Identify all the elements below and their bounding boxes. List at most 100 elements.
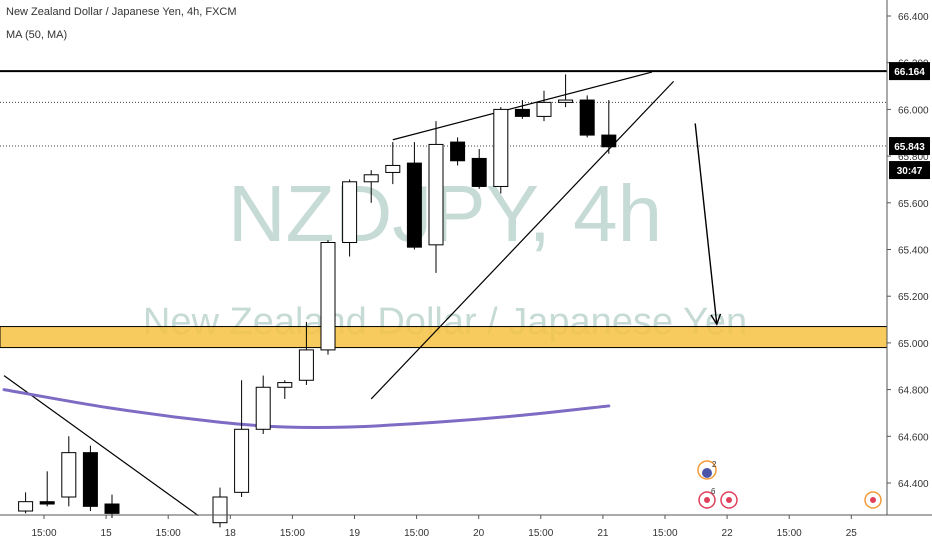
bar-countdown-label-text: 30:47 — [897, 166, 923, 177]
price-tick-label-7: 65.000 — [898, 339, 929, 350]
candle-body-12 — [363, 174, 379, 183]
watermark-symbol: NZDJPY, 4h — [228, 169, 662, 258]
candle-0 — [18, 492, 34, 514]
candle-18 — [493, 107, 509, 194]
candle-body-0 — [18, 501, 34, 512]
time-tick-label-10: 15:00 — [652, 528, 677, 539]
last-price-label-text: 65.843 — [894, 142, 925, 153]
candle-body-8 — [277, 382, 293, 388]
support-zone-layer — [0, 326, 888, 349]
event-count-6: 6 — [711, 487, 716, 496]
bar-countdown-label-bg — [889, 161, 930, 180]
event-marker-news-3-dot — [870, 497, 876, 503]
trendline-2 — [3, 375, 199, 517]
candle-17 — [471, 149, 487, 189]
event-marker-news-1[interactable] — [698, 491, 716, 509]
candle-8 — [277, 380, 293, 399]
ma-line — [2, 388, 611, 430]
time-tick-label-9: 21 — [597, 528, 609, 539]
event-count-2: 2 — [712, 460, 717, 469]
candle-body-13 — [385, 164, 401, 173]
time-tick-label-6: 15:00 — [404, 528, 429, 539]
candle-body-20 — [536, 101, 552, 117]
time-tick-label-11: 22 — [722, 528, 734, 539]
candle-9 — [298, 321, 314, 385]
candle-12 — [363, 170, 379, 203]
price-tick-label-0: 66.400 — [898, 12, 929, 23]
candle-2 — [61, 436, 77, 507]
price-tick-label-4: 65.600 — [898, 199, 929, 210]
resistance-price-label-bg — [889, 62, 930, 81]
time-tick-label-2: 15:00 — [156, 528, 181, 539]
candle-23 — [601, 100, 617, 154]
event-marker-earnings-dot — [702, 468, 712, 478]
candle-3 — [82, 445, 98, 512]
candle-22 — [579, 95, 595, 138]
time-tick-label-8: 15:00 — [528, 528, 553, 539]
price-tick-label-10: 64.400 — [898, 479, 929, 490]
trendline-1 — [370, 80, 675, 400]
candle-body-11 — [342, 181, 358, 243]
candle-body-5 — [212, 496, 228, 524]
event-marker-news-1-dot — [704, 497, 710, 503]
axes-layer: 66.40066.20066.00065.80065.60065.40065.2… — [0, 0, 932, 539]
candle-16 — [450, 137, 466, 166]
candle-body-15 — [428, 143, 444, 246]
candle-body-2 — [61, 452, 77, 498]
time-tick-label-5: 19 — [349, 528, 361, 539]
indicator-legend: MA (50, MA) — [6, 29, 68, 41]
chart-title: New Zealand Dollar / Japanese Yen, 4h, F… — [6, 6, 237, 18]
candle-20 — [536, 90, 552, 122]
candle-body-1 — [39, 501, 55, 505]
candles-layer — [18, 74, 617, 528]
candle-body-18 — [493, 108, 509, 187]
candle-body-21 — [558, 99, 574, 103]
candle-7 — [255, 375, 271, 434]
events-layer: 2 6 — [697, 460, 882, 509]
time-axis[interactable]: 15:00 15 15:00 18 15:00 19 15:00 20 15:00 21 15:00… — [31, 515, 857, 539]
candle-body-4 — [104, 503, 120, 514]
projection-arrow-shaft — [694, 123, 718, 325]
candle-body-19 — [514, 108, 530, 117]
moving-average-layer — [2, 388, 611, 430]
time-tick-label-0: 15:00 — [31, 528, 56, 539]
candle-13 — [385, 142, 401, 185]
candle-body-9 — [298, 349, 314, 381]
price-tick-label-5: 65.400 — [898, 246, 929, 257]
event-marker-news-3[interactable] — [864, 491, 882, 509]
time-tick-label-13: 25 — [846, 528, 858, 539]
price-labels: 66.164 65.843 30:47 — [889, 62, 930, 180]
candle-4 — [104, 494, 120, 519]
candle-15 — [428, 121, 444, 273]
candle-body-16 — [450, 141, 466, 162]
time-tick-label-12: 15:00 — [777, 528, 802, 539]
price-tick-label-3: 65.800 — [898, 152, 929, 163]
candle-6 — [234, 380, 250, 498]
horizontal-lines-layer — [0, 70, 887, 147]
candle-body-7 — [255, 386, 271, 430]
candle-body-10 — [320, 241, 336, 351]
watermark-layer: NZDJPY, 4h New Zealand Dollar / Japanese… — [143, 169, 747, 343]
candle-14 — [406, 142, 422, 250]
candle-body-22 — [579, 99, 595, 136]
candle-11 — [342, 179, 358, 257]
support-zone — [0, 326, 888, 349]
candle-body-3 — [82, 452, 98, 507]
candle-21 — [558, 74, 574, 108]
candle-10 — [320, 240, 336, 355]
time-tick-label-1: 15 — [101, 528, 113, 539]
candle-5 — [212, 487, 228, 528]
candle-body-23 — [601, 134, 617, 148]
event-marker-news-2[interactable] — [720, 491, 738, 509]
candle-19 — [514, 100, 530, 119]
event-marker-earnings[interactable] — [697, 460, 717, 480]
time-tick-label-7: 20 — [473, 528, 485, 539]
price-tick-label-2: 66.000 — [898, 105, 929, 116]
candle-body-14 — [406, 162, 422, 248]
projection-arrow-layer — [694, 123, 722, 326]
time-tick-label-4: 15:00 — [280, 528, 305, 539]
candle-body-6 — [234, 428, 250, 493]
